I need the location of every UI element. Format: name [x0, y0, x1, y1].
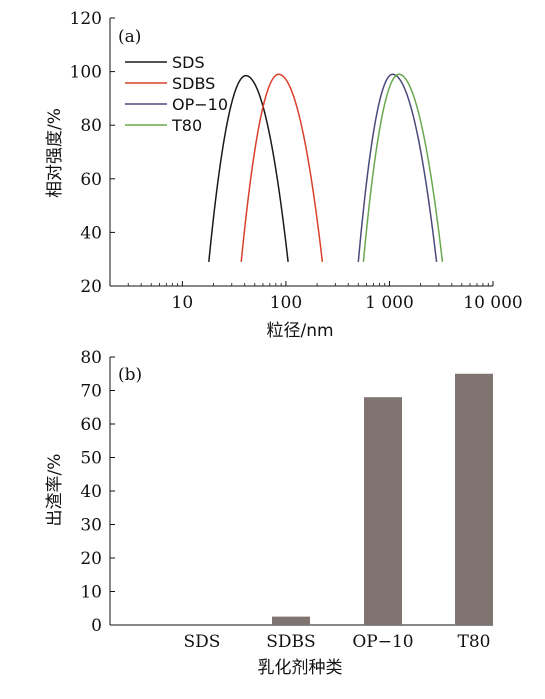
chart-b-panel-label: (b): [118, 365, 142, 385]
chart-b-y-tick-label: 80: [80, 348, 102, 368]
chart-a-x-axis-title: 粒径/nm: [266, 321, 333, 341]
chart-a-y-axis-title: 相对强度/%: [45, 108, 65, 198]
chart-b-y-tick-label: 70: [80, 382, 102, 402]
chart-a-y-tick-label: 80: [80, 116, 102, 136]
chart-a-panel-label: (a): [118, 27, 141, 47]
chart-a-series-line-1: [240, 73, 324, 262]
chart-b-ticks: 0 10 20 30 40 50 60 70 80 SDS SDBS OP−10 T80: [80, 348, 490, 652]
chart-a-legend-label: T80: [171, 116, 202, 135]
chart-b-y-tick-label: 30: [80, 516, 102, 536]
chart-b-x-axis-title: 乳化剂种类: [258, 658, 343, 678]
chart-a-series-line-2: [357, 73, 438, 262]
chart-a-y-tick-label: 40: [80, 223, 102, 243]
chart-a-ticks: 20 40 60 80 100 120 10 100 1 000 10 000: [70, 9, 523, 313]
chart-a-legend-label: SDS: [172, 53, 205, 72]
chart-a-series-line-3: [362, 73, 444, 262]
chart-a-y-tick-label: 20: [80, 277, 102, 297]
chart-b-x-tick-label: T80: [458, 632, 491, 652]
chart-a-series: [208, 73, 444, 262]
chart-a-x-tick-label: 100: [270, 293, 302, 313]
chart-b-bars: [272, 373, 493, 625]
chart-b-axes: [109, 357, 493, 626]
chart-b-y-axis-title: 出渣率/%: [45, 454, 65, 527]
chart-a-y-tick-label: 60: [80, 170, 102, 190]
chart-b-y-tick-label: 10: [80, 583, 102, 603]
chart-a-legend: SDS SDBS OP−10 T80: [125, 53, 228, 135]
chart-b-x-tick-label: OP−10: [352, 632, 413, 652]
chart-b-bar: [364, 397, 402, 625]
chart-b: 0 10 20 30 40 50 60 70 80 SDS SDBS OP−10 T80 (b) 乳化剂…: [45, 348, 493, 678]
chart-a-series-line-0: [208, 74, 289, 262]
chart-b-y-tick-label: 50: [80, 449, 102, 469]
chart-a-x-tick-label: 1 000: [365, 293, 414, 313]
chart-b-y-tick-label: 60: [80, 415, 102, 435]
chart-a: 20 40 60 80 100 120 10 100 1 000 10 000 SDS SDBS OP…: [45, 9, 523, 341]
chart-a-axes: [109, 18, 493, 287]
chart-b-y-tick-label: 40: [80, 482, 102, 502]
chart-b-x-tick-label: SDBS: [266, 632, 315, 652]
chart-b-bar: [272, 616, 310, 625]
chart-a-legend-label: OP−10: [172, 95, 228, 114]
chart-a-y-tick-label: 120: [70, 9, 102, 29]
chart-a-legend-label: SDBS: [172, 74, 215, 93]
chart-b-bar: [455, 373, 493, 625]
chart-b-y-tick-label: 0: [91, 616, 102, 636]
chart-a-y-tick-label: 100: [70, 63, 102, 83]
chart-b-y-tick-label: 20: [80, 549, 102, 569]
chart-a-x-tick-label: 10 000: [463, 293, 522, 313]
chart-a-x-tick-label: 10: [172, 293, 194, 313]
chart-b-x-tick-label: SDS: [184, 632, 221, 652]
